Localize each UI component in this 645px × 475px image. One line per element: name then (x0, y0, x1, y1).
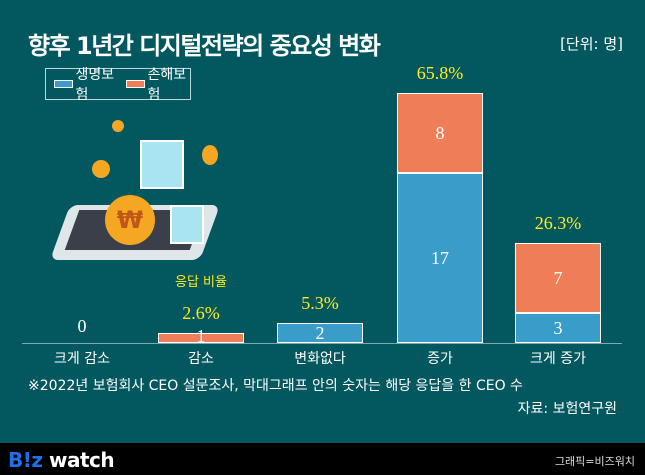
bar-value-label: 8 (435, 122, 445, 143)
bizwatch-logo: B!z watch (8, 448, 115, 472)
bar-life: 2 (277, 323, 363, 343)
category-label: 감소 (188, 351, 214, 367)
legend: 생명보험 손해보험 (45, 67, 191, 103)
coin-icon (92, 160, 110, 178)
category-label: 크게 증가 (530, 351, 586, 367)
legend-swatch-life (54, 80, 73, 88)
percent-caption: 응답 비율 (175, 275, 227, 290)
footer-bar (0, 443, 645, 475)
bar-value-label: 7 (553, 267, 563, 288)
bar-nonlife: 8 (397, 93, 483, 173)
graphic-credit: 그래픽=비즈워치 (554, 455, 635, 468)
legend-swatch-nonlife (126, 80, 145, 88)
bar-nonlife: 7 (515, 243, 601, 313)
percent-label: 5.3% (301, 293, 339, 313)
bar-value-label: 2 (315, 322, 325, 343)
bar-value-label: 0 (77, 316, 87, 336)
coin-icon (112, 120, 124, 132)
bar-life: 17 (397, 173, 483, 343)
legend-label: 생명보험 (75, 67, 115, 103)
category-label: 크게 감소 (54, 351, 110, 367)
percent-label: 65.8% (416, 63, 464, 83)
legend-item-nonlife: 손해보험 (126, 64, 190, 104)
footnote: ※2022년 보험회사 CEO 설문조사, 막대그래프 안의 숫자는 해당 응답… (28, 378, 523, 394)
bar-value-label: 17 (431, 247, 449, 268)
category-label: 변화없다 (294, 351, 346, 367)
legend-item-life: 생명보험 (54, 64, 118, 104)
won-coin-icon: ₩ (105, 195, 155, 245)
bar-nonlife: 1 (158, 326, 244, 346)
stacked-bar-chart: 0 크게 감소 1 2.6% 감소 2 5.3% 변화없다 17 8 65.8% 증가 3 7 26.3% 크… (54, 63, 601, 367)
coin-icon (202, 145, 218, 165)
x-axis-baseline (22, 343, 622, 344)
percent-label: 26.3% (534, 213, 582, 233)
percent-label: 2.6% (182, 303, 220, 323)
bar-value-label: 1 (196, 325, 206, 346)
bar-life: 3 (515, 313, 601, 343)
source: 자료: 보험연구원 (517, 401, 617, 417)
chart-title: 향후 1년간 디지털전략의 중요성 변화 (28, 32, 381, 60)
legend-label: 손해보험 (147, 67, 187, 103)
bar-value-label: 3 (553, 317, 563, 338)
category-label: 증가 (427, 351, 453, 367)
window-icon (140, 140, 184, 189)
bar-chart-window-icon (170, 205, 204, 244)
unit-label: [단위: 명] (560, 35, 623, 53)
digital-finance-illustration: ₩ (49, 110, 230, 270)
